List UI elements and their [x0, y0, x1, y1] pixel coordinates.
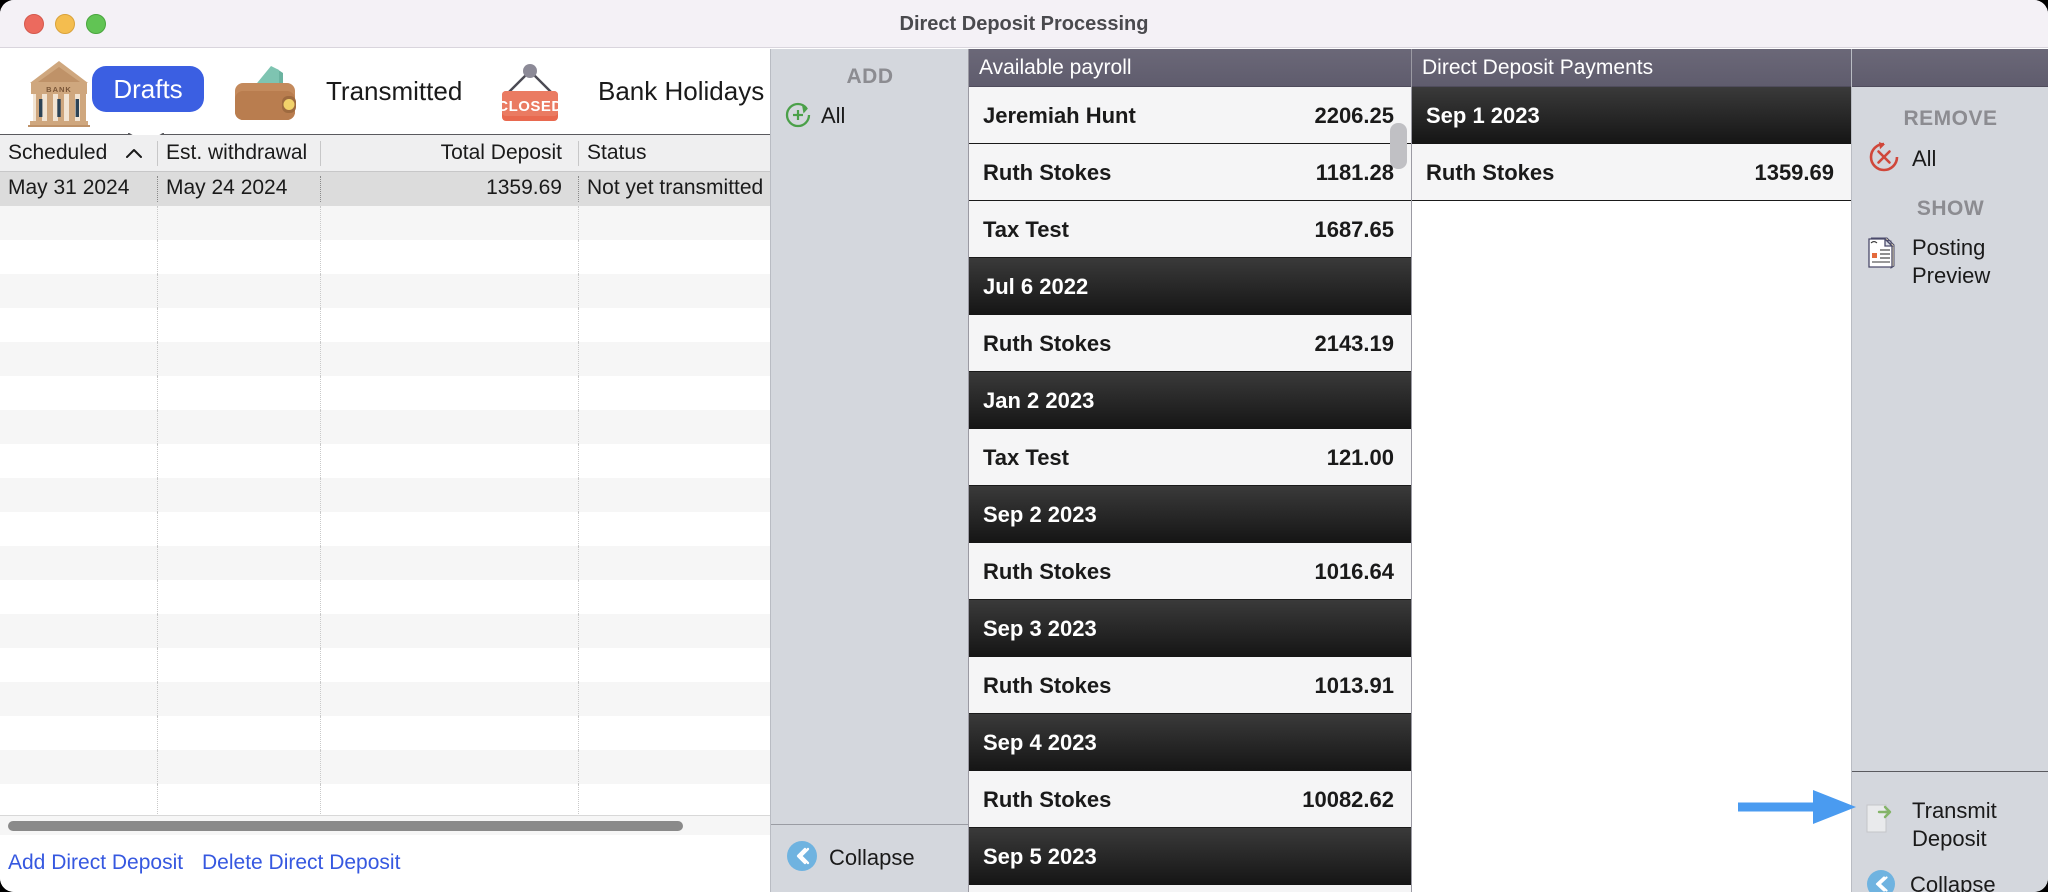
svg-text:BANK: BANK — [46, 85, 72, 94]
svg-text:CLOSED: CLOSED — [500, 98, 560, 115]
